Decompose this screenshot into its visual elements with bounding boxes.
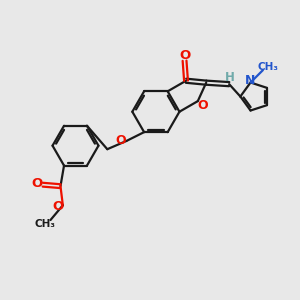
Text: H: H bbox=[225, 71, 235, 84]
Text: O: O bbox=[179, 49, 190, 62]
Text: O: O bbox=[197, 99, 208, 112]
Text: N: N bbox=[245, 74, 255, 87]
Text: O: O bbox=[116, 134, 127, 147]
Text: CH₃: CH₃ bbox=[35, 219, 56, 229]
Text: CH₃: CH₃ bbox=[257, 61, 278, 72]
Text: O: O bbox=[52, 200, 63, 213]
Text: O: O bbox=[31, 177, 43, 190]
